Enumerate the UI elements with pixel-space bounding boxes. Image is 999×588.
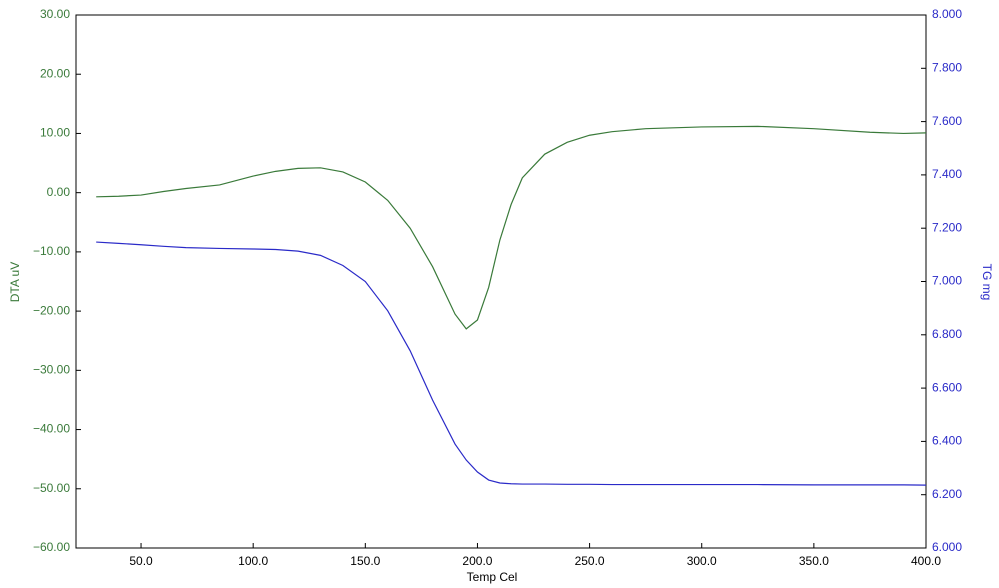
- series-line: [96, 241, 927, 486]
- y-tick-label: 20.00: [40, 66, 70, 80]
- y-tick-label: 0.00: [47, 185, 71, 199]
- x-tick-label: 100.0: [238, 554, 268, 568]
- y2-tick-label: 7.400: [932, 167, 962, 181]
- x-tick-label: 300.0: [687, 554, 717, 568]
- y-tick-label: −60.00: [33, 540, 70, 554]
- y2-tick-label: 7.800: [932, 60, 962, 74]
- y-tick-label: −50.00: [33, 481, 70, 495]
- y2-tick-label: 7.600: [932, 114, 962, 128]
- y-tick-label: −30.00: [33, 363, 70, 377]
- y2-tick-label: 7.000: [932, 274, 962, 288]
- x-tick-label: 250.0: [575, 554, 605, 568]
- y-tick-label: −10.00: [33, 244, 70, 258]
- x-tick-label: 150.0: [350, 554, 380, 568]
- y-tick-label: −20.00: [33, 303, 70, 317]
- y-tick-label: 30.00: [40, 7, 70, 21]
- x-axis-label: Temp Cel: [467, 570, 518, 584]
- y-tick-label: −40.00: [33, 422, 70, 436]
- y2-tick-label: 6.400: [932, 434, 962, 448]
- y2-tick-label: 8.000: [932, 7, 962, 21]
- y2-tick-label: 6.600: [932, 380, 962, 394]
- x-tick-label: 350.0: [799, 554, 829, 568]
- y2-tick-label: 6.200: [932, 487, 962, 501]
- x-tick-label: 400.0: [911, 554, 941, 568]
- series-line: [96, 125, 927, 330]
- y2-tick-label: 6.000: [932, 540, 962, 554]
- y2-axis-label: TG mg: [980, 264, 994, 301]
- y2-tick-label: 6.800: [932, 327, 962, 341]
- plot-frame: [75, 14, 927, 549]
- x-tick-label: 200.0: [462, 554, 492, 568]
- x-tick-label: 50.0: [129, 554, 153, 568]
- y-axis-label: DTA uV: [8, 262, 22, 302]
- y2-tick-label: 7.200: [932, 220, 962, 234]
- y-tick-label: 10.00: [40, 126, 70, 140]
